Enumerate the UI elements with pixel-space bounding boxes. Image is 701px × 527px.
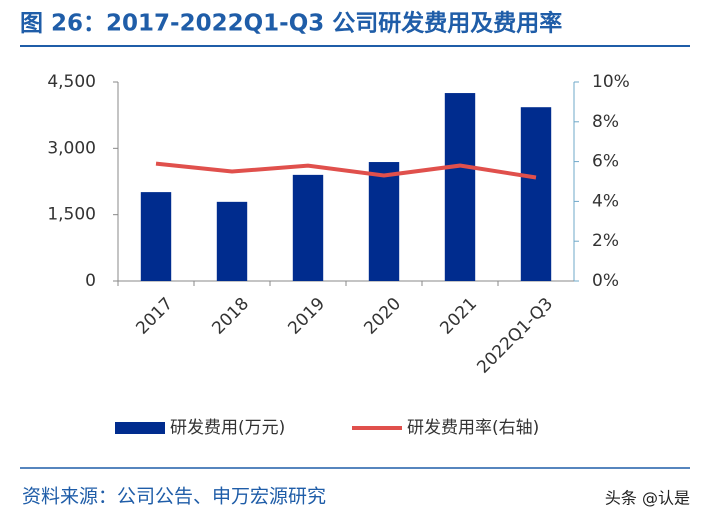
y2-tick-label: 8%: [592, 112, 619, 132]
y-tick-label: 4,500: [47, 72, 96, 92]
legend-swatch: [115, 422, 165, 434]
legend-label: 研发费用率(右轴): [407, 418, 539, 438]
line: [155, 161, 537, 180]
source-note: 资料来源：公司公告、申万宏源研究: [22, 486, 326, 508]
x-tick-label: 2022Q1-Q3: [473, 294, 557, 378]
bar: [216, 201, 248, 281]
x-tick-label: 2017: [132, 294, 177, 339]
y2-tick-label: 6%: [592, 152, 619, 172]
bar: [140, 192, 172, 281]
x-tick-label: 2020: [360, 294, 405, 339]
bar: [444, 93, 476, 281]
x-tick-label: 2021: [436, 294, 481, 339]
legend-label: 研发费用(万元): [170, 418, 285, 438]
y-tick-label: 1,500: [47, 205, 96, 225]
bar: [520, 107, 552, 281]
watermark: 头条 @认是: [605, 489, 690, 508]
y2-tick-label: 0%: [592, 271, 619, 291]
y2-tick-label: 4%: [592, 191, 619, 211]
y2-tick-label: 2%: [592, 231, 619, 251]
y-tick-label: 3,000: [47, 138, 96, 158]
chart-title: 图 26：2017-2022Q1-Q3 公司研发费用及费用率: [20, 10, 562, 37]
y2-tick-label: 10%: [592, 72, 630, 92]
x-tick-label: 2019: [284, 294, 329, 339]
bar: [368, 162, 400, 281]
y-tick-label: 0: [85, 271, 96, 291]
x-tick-label: 2018: [208, 294, 253, 339]
bar: [292, 174, 324, 281]
